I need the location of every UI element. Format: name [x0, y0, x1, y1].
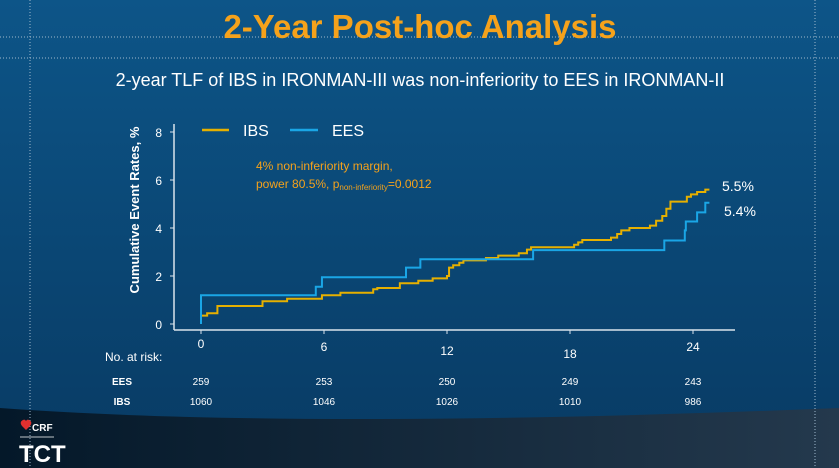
risk-value: 1060	[190, 397, 213, 408]
risk-row-label: IBS	[114, 397, 131, 408]
risk-value: 1046	[313, 397, 336, 408]
y-axis-label: Cumulative Event Rates, %	[127, 126, 142, 293]
risk-value: 249	[562, 377, 579, 388]
annotation-line1: 4% non-inferiority margin,	[256, 159, 393, 173]
ees-end-label: 5.4%	[724, 203, 756, 219]
tct-logo: CRF TCT	[19, 419, 66, 468]
series-ibs-line	[200, 188, 710, 324]
risk-table-label: No. at risk:	[105, 350, 162, 364]
risk-value: 1026	[436, 397, 459, 408]
footer-band	[0, 408, 839, 468]
risk-row-label: EES	[112, 377, 132, 388]
slide-title: 2-Year Post-hoc Analysis	[223, 8, 616, 45]
y-tick-label: 6	[155, 174, 162, 188]
risk-value: 250	[439, 377, 456, 388]
risk-table: No. at risk: EES 259 253 250 249 243 IBS 1060 10…	[105, 350, 702, 408]
y-tick-label: 0	[155, 318, 162, 332]
ibs-end-label: 5.5%	[722, 178, 754, 194]
x-tick-label: 18	[563, 347, 577, 361]
annotation-line2: power 80.5%, pnon-inferiority=0.0012	[256, 177, 432, 192]
risk-value: 253	[316, 377, 333, 388]
x-tick-label: 12	[440, 344, 454, 358]
y-tick-label: 4	[155, 222, 162, 236]
heart-icon	[20, 419, 32, 430]
series-ees-line	[200, 201, 710, 324]
y-tick-label: 8	[155, 126, 162, 140]
risk-value: 986	[685, 397, 702, 408]
risk-value: 259	[193, 377, 210, 388]
x-tick-label: 0	[198, 337, 205, 351]
legend-ibs-label: IBS	[243, 123, 269, 140]
slide-subtitle: 2-year TLF of IBS in IRONMAN-III was non…	[116, 70, 725, 90]
crf-logo-text: CRF	[32, 423, 53, 434]
legend-ees-label: EES	[332, 123, 364, 140]
risk-value: 1010	[559, 397, 582, 408]
x-tick-label: 24	[686, 340, 700, 354]
y-tick-label: 2	[155, 270, 162, 284]
tct-logo-text: TCT	[19, 441, 66, 468]
risk-value: 243	[685, 377, 702, 388]
x-tick-label: 6	[321, 340, 328, 354]
